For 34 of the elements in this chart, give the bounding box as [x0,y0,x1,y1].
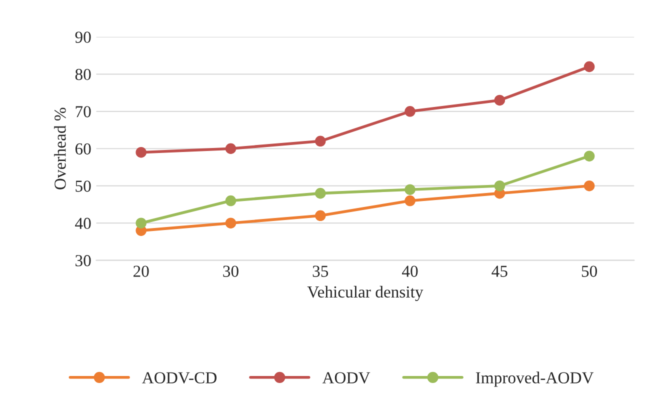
legend-label: Improved-AODV [476,372,594,387]
x-axis-title: Vehicular density [307,286,424,302]
y-tick-label: 60 [75,143,91,155]
point [136,146,146,158]
point [404,195,416,206]
y-tick-label: 50 [76,180,91,192]
point [315,188,326,199]
legend-label: AODV [322,372,370,384]
y-tick-label: 90 [75,32,91,43]
x-tick-label: 35 [312,266,328,277]
y-tick-label: 40 [75,218,91,230]
y-tick-label: 30 [76,255,91,266]
point [584,61,595,72]
point [315,210,326,222]
point [225,218,236,228]
x-tick-label: 40 [402,266,418,277]
y-tick-label: 70 [76,106,91,118]
point [494,180,506,192]
y-axis-title: Overhead % [54,108,66,190]
point [404,184,416,195]
point [225,195,236,206]
point [136,218,146,228]
point [225,143,236,154]
point [494,94,506,106]
point [584,150,595,162]
point [584,180,595,192]
x-tick-label: 30 [223,266,238,277]
x-tick-label: 20 [134,266,149,277]
y-tick-label: 80 [75,68,91,80]
point [404,106,416,117]
x-tick-label: 50 [582,266,597,277]
x-tick-label: 45 [492,266,508,277]
legend-label: AODV-CD [142,372,217,384]
point [315,136,326,147]
